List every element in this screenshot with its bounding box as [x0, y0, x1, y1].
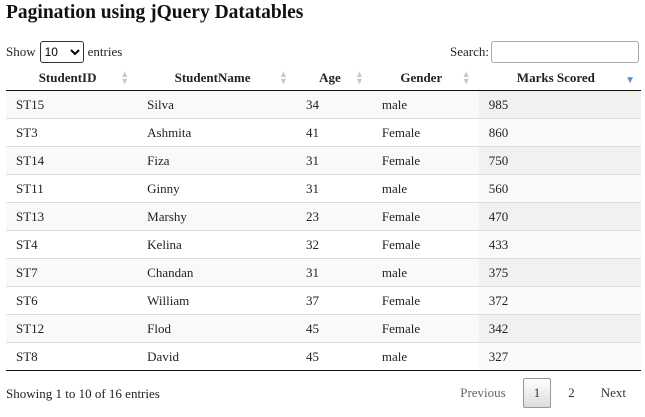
cell-age: 34: [295, 90, 372, 119]
show-label: Show: [6, 44, 36, 59]
entries-label: entries: [87, 44, 123, 59]
entries-length-control: Show 10 entries: [6, 41, 122, 63]
cell-age: 23: [295, 202, 372, 231]
cell-age: 31: [295, 174, 372, 203]
cell-student-name: Chandan: [137, 258, 296, 287]
cell-gender: male: [371, 258, 479, 287]
cell-student-id: ST13: [6, 202, 138, 231]
cell-student-id: ST4: [6, 230, 138, 259]
cell-gender: male: [371, 90, 479, 119]
table-row: ST3 Ashmita 41 Female 860: [6, 118, 641, 147]
cell-marks: 750: [478, 146, 641, 175]
cell-gender: Female: [371, 230, 479, 259]
cell-age: 45: [295, 314, 372, 343]
cell-gender: Female: [371, 118, 479, 147]
cell-student-name: Silva: [137, 90, 296, 119]
header-row: StudentID ▲ ▼ StudentName ▲ ▼ Age ▲ ▼ Gende…: [6, 66, 641, 91]
search-input[interactable]: [491, 41, 639, 63]
cell-gender: male: [371, 342, 479, 371]
cell-student-id: ST7: [6, 258, 138, 287]
column-header-studentid[interactable]: StudentID ▲ ▼: [6, 66, 138, 91]
table-row: ST12 Flod 45 Female 342: [6, 314, 641, 343]
sort-both-icon: ▲ ▼: [354, 69, 364, 86]
next-page-button[interactable]: Next: [600, 385, 626, 400]
cell-student-name: David: [137, 342, 296, 371]
sort-both-icon: ▲ ▼: [461, 69, 471, 86]
cell-student-id: ST12: [6, 314, 138, 343]
cell-gender: male: [371, 174, 479, 203]
cell-student-id: ST8: [6, 342, 138, 371]
table-row: ST15 Silva 34 male 985: [6, 90, 641, 119]
cell-age: 31: [295, 146, 372, 175]
column-header-label: Marks Scored: [516, 70, 595, 85]
cell-student-name: Ginny: [137, 174, 296, 203]
cell-marks: 375: [478, 258, 641, 287]
cell-age: 45: [295, 342, 372, 371]
table-row: ST13 Marshy 23 Female 470: [6, 202, 641, 231]
cell-student-id: ST6: [6, 286, 138, 315]
cell-gender: Female: [371, 202, 479, 231]
cell-student-name: Marshy: [137, 202, 296, 231]
table-row: ST8 David 45 male 327: [6, 342, 641, 371]
column-header-label: StudentName: [174, 70, 251, 85]
column-header-gender[interactable]: Gender ▲ ▼: [371, 66, 479, 91]
entries-select[interactable]: 10: [39, 41, 84, 63]
cell-gender: Female: [371, 286, 479, 315]
cell-student-name: Flod: [137, 314, 296, 343]
sort-both-icon: ▲ ▼: [279, 69, 288, 86]
cell-marks: 342: [478, 314, 641, 343]
column-header-age[interactable]: Age ▲ ▼: [295, 66, 372, 91]
sort-desc-icon: ▼: [625, 75, 635, 86]
search-label: Search:: [450, 44, 489, 59]
cell-marks: 470: [478, 202, 641, 231]
search-control: Search:: [450, 41, 639, 63]
cell-age: 31: [295, 258, 372, 287]
sort-both-icon: ▲ ▼: [120, 69, 130, 86]
table-row: ST4 Kelina 32 Female 433: [6, 230, 641, 259]
cell-gender: Female: [371, 146, 479, 175]
cell-marks: 985: [478, 90, 641, 119]
table-row: ST14 Fiza 31 Female 750: [6, 146, 641, 175]
pagination: Previous 1 2 Next: [447, 378, 639, 408]
cell-marks: 560: [478, 174, 641, 203]
cell-student-name: William: [137, 286, 296, 315]
page-title: Pagination using jQuery Datatables: [6, 2, 304, 23]
cell-student-id: ST14: [6, 146, 138, 175]
cell-age: 32: [295, 230, 372, 259]
cell-marks: 860: [478, 118, 641, 147]
page-1-button[interactable]: 1: [522, 378, 552, 408]
cell-student-name: Kelina: [137, 230, 296, 259]
column-header-label: Age: [319, 70, 341, 85]
column-header-label: Gender: [400, 70, 443, 85]
cell-student-name: Fiza: [137, 146, 296, 175]
cell-age: 41: [295, 118, 372, 147]
cell-gender: Female: [371, 314, 479, 343]
cell-marks: 327: [478, 342, 641, 371]
table-row: ST11 Ginny 31 male 560: [6, 174, 641, 203]
students-table: StudentID ▲ ▼ StudentName ▲ ▼ Age ▲ ▼ Gende…: [6, 66, 641, 371]
cell-age: 37: [295, 286, 372, 315]
cell-marks: 372: [478, 286, 641, 315]
cell-student-id: ST15: [6, 90, 138, 119]
column-header-label: StudentID: [38, 70, 97, 85]
column-header-marks-scored[interactable]: Marks Scored ▼: [478, 66, 641, 91]
column-header-studentname[interactable]: StudentName ▲ ▼: [137, 66, 296, 91]
page-2-button[interactable]: 2: [568, 385, 575, 400]
cell-student-id: ST11: [6, 174, 138, 203]
cell-student-id: ST3: [6, 118, 138, 147]
table-info: Showing 1 to 10 of 16 entries: [6, 386, 160, 401]
cell-marks: 433: [478, 230, 641, 259]
table-row: ST6 William 37 Female 372: [6, 286, 641, 315]
cell-student-name: Ashmita: [137, 118, 296, 147]
table-row: ST7 Chandan 31 male 375: [6, 258, 641, 287]
previous-page-button[interactable]: Previous: [460, 385, 506, 400]
